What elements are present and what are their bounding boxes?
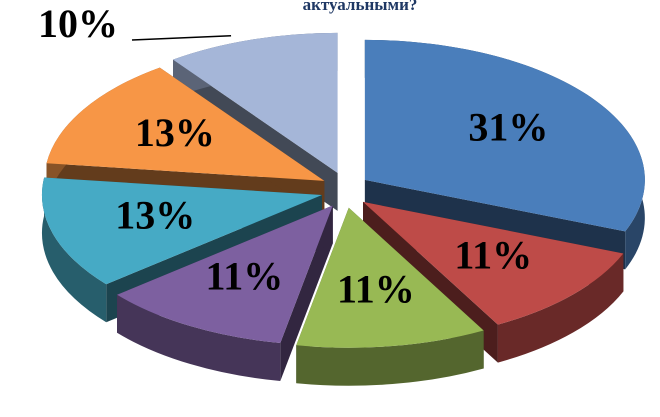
slice-side bbox=[41, 177, 107, 323]
slice bbox=[296, 207, 484, 348]
chart-title: актуальными? bbox=[303, 0, 418, 14]
slice bbox=[173, 32, 338, 173]
slice bbox=[46, 67, 325, 181]
slice bbox=[364, 39, 645, 232]
data-label: 11% bbox=[206, 253, 284, 298]
slice bbox=[363, 201, 624, 325]
slice-side bbox=[296, 330, 484, 386]
slice bbox=[117, 205, 333, 344]
leader-line bbox=[131, 34, 232, 41]
slice-side bbox=[280, 205, 333, 382]
data-label: 13% bbox=[115, 192, 195, 237]
slice-side bbox=[497, 253, 624, 363]
data-label: 10% bbox=[38, 1, 118, 46]
data-label: 13% bbox=[135, 110, 215, 155]
slice-side bbox=[117, 294, 281, 382]
data-label: 11% bbox=[337, 267, 415, 312]
data-label: 11% bbox=[454, 232, 532, 277]
data-label: 31% bbox=[468, 104, 548, 149]
slice bbox=[41, 177, 322, 285]
